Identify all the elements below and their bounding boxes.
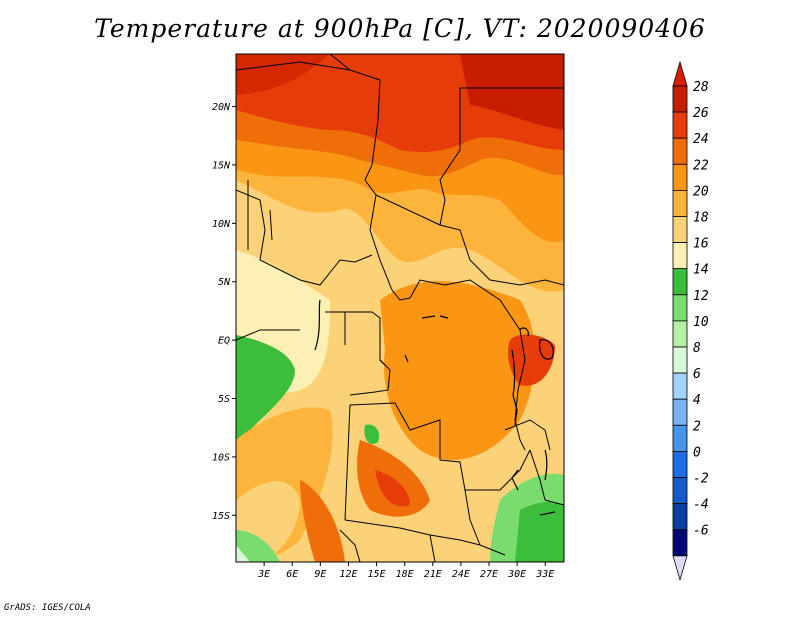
colorbar-swatch [672,424,688,452]
colorbar-swatch [672,163,688,191]
lat-tick-label: 5N [218,277,231,288]
map-frame [235,53,565,563]
map-title: Temperature at 900hPa [C], VT: 202009040… [94,14,706,43]
colorbar-swatch [672,320,688,348]
lon-tick-label: 15E [368,569,386,580]
colorbar-label: 18 [693,211,709,226]
colorbar-swatch [672,85,688,113]
temperature-field [236,54,564,562]
lon-tick-label: 33E [535,569,554,580]
colorbar-swatch [672,450,688,478]
lon-tick-label: 30E [507,569,526,580]
colorbar-label: 28 [693,80,709,95]
lat-tick-label: 10N [212,219,231,230]
colorbar-swatch [672,111,688,139]
lon-tick-label: 6E [286,569,298,580]
colorbar-label: 16 [693,237,709,252]
lat-tick-label: 15N [212,160,231,171]
colorbar-label: 14 [693,263,709,278]
lon-tick-label: 12E [339,569,357,580]
colorbar-label: -4 [693,498,709,513]
colorbar-label: 6 [693,367,701,382]
colorbar-swatch [672,477,688,505]
colorbar-swatch [672,189,688,217]
colorbar-top-arrow [672,60,688,87]
colorbar-label: 0 [693,445,701,460]
coast-and-lakes [314,299,556,516]
colorbar-label: 22 [693,158,709,173]
latitude-axis: 20N 15N 10N 5N EQ 5S 10S 15S [212,102,236,522]
colorbar-swatch [672,216,688,244]
colorbar-label: 26 [693,106,709,121]
colorbar-swatch [672,346,688,374]
colorbar-label: 4 [693,393,701,408]
colorbar-swatch [672,372,688,400]
colorbar-label: 24 [693,132,709,147]
lat-tick-label: 15S [212,511,230,522]
colorbar-swatch [672,242,688,270]
colorbar-label: 10 [693,315,709,330]
colorbar-swatch [672,529,688,557]
lat-tick-label: EQ [218,336,230,347]
colorbar-label: -6 [693,524,709,539]
lon-tick-label: 9E [314,569,326,580]
colorbar-label: 20 [693,184,709,199]
longitude-axis: 3E 6E 9E 12E 15E 18E 21E 24E 27E 30E 33E [257,562,554,580]
colorbar-bottom-arrow [672,555,688,582]
colorbar-swatch [672,137,688,165]
country-borders [236,54,564,562]
lon-tick-label: 21E [424,569,442,580]
lon-tick-label: 24E [452,569,470,580]
colorbar-label: -2 [693,472,709,487]
colorbar-swatch [672,294,688,322]
lat-tick-label: 20N [212,102,231,113]
colorbar-swatch [672,398,688,426]
lon-tick-label: 27E [480,569,498,580]
colorbar-label: 8 [693,341,701,356]
colorbar-swatch [672,268,688,296]
lon-tick-label: 3E [257,569,270,580]
colorbar-label: 2 [693,419,701,434]
grads-credit: GrADS: IGES/COLA [4,603,91,613]
colorbar-label: 12 [693,289,709,304]
lat-tick-label: 5S [218,394,230,405]
lon-tick-label: 18E [396,569,414,580]
colorbar-swatch [672,503,688,531]
lat-tick-label: 10S [212,452,230,463]
